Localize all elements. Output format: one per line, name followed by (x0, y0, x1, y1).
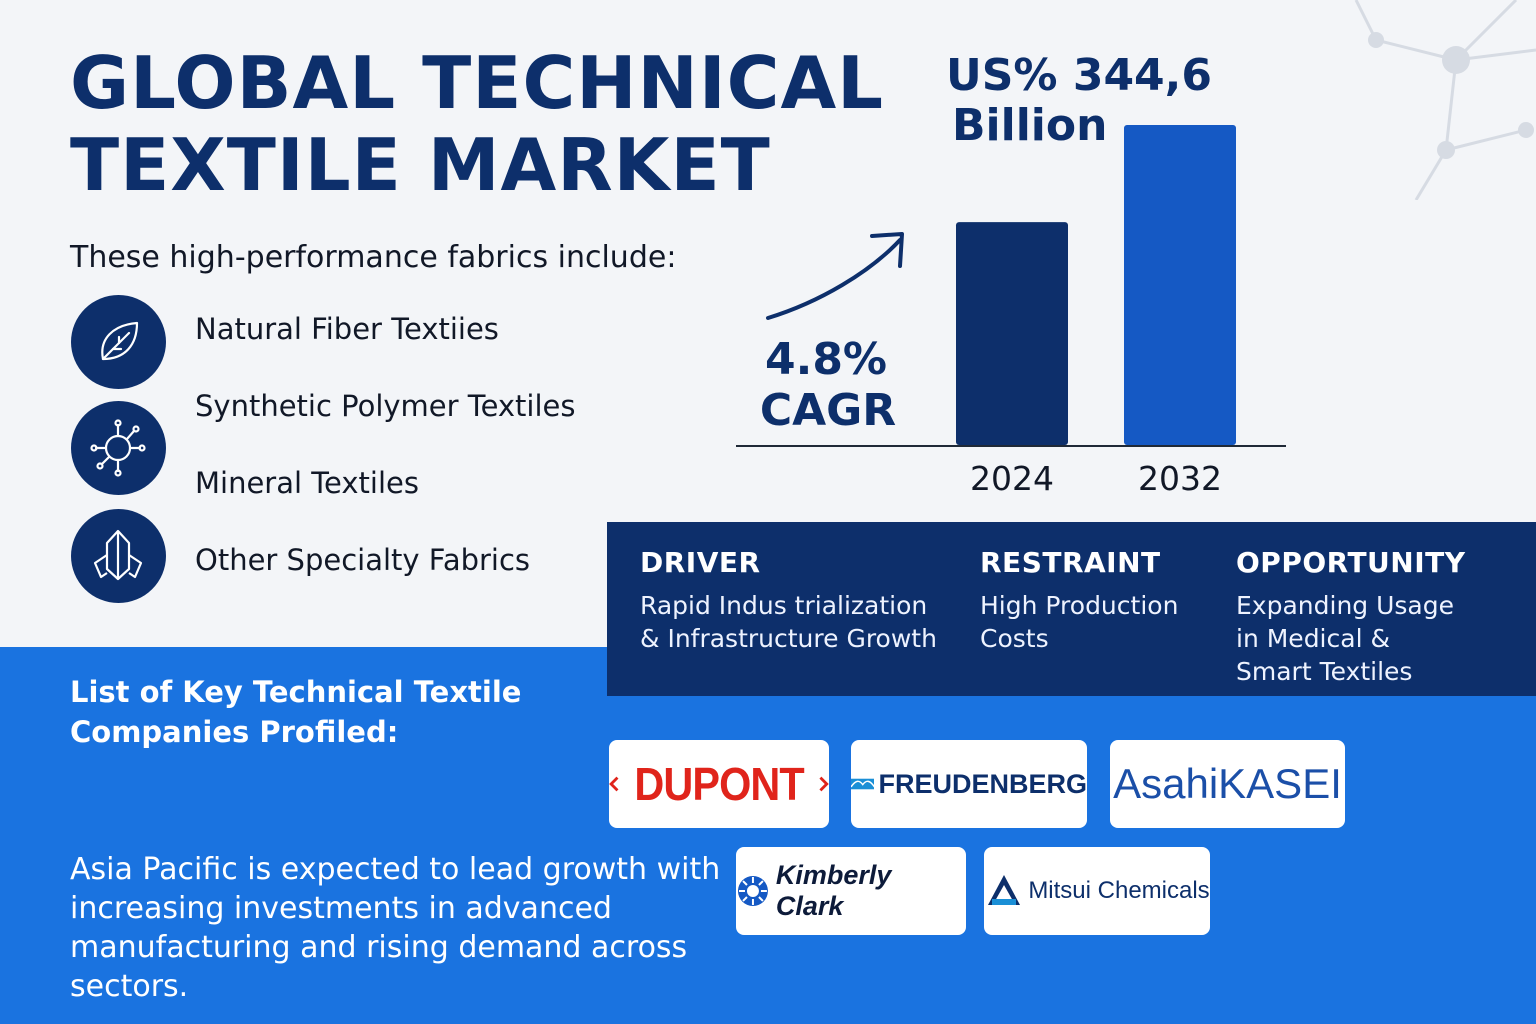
restraint-column: RESTRAINT High Production Costs (980, 546, 1178, 655)
freudenberg-logo-text: FREUDENBERG (878, 768, 1087, 799)
kimberly-clark-logo: Kimberly Clark (736, 847, 966, 935)
fabric-natural-fiber: Natural Fiber Textiies (195, 312, 499, 346)
mitsui-chemicals-logo: Mitsui Chemicals (984, 847, 1210, 935)
opportunity-column: OPPORTUNITY Expanding Usage in Medical &… (1236, 546, 1466, 688)
bar-2032 (1124, 125, 1236, 445)
dupont-oval-left-icon (609, 776, 619, 792)
opportunity-line-1: Expanding Usage (1236, 591, 1454, 620)
companies-heading: List of Key Technical Textile Companies … (70, 675, 522, 749)
molecule-icon (71, 401, 166, 495)
bar-2024 (956, 222, 1068, 445)
title-line-1: GLOBAL TECHNICAL (70, 41, 885, 125)
dupont-oval-right-icon (819, 776, 829, 792)
mitsui-chemicals-logo-text: Mitsui Chemicals (1028, 877, 1210, 904)
restraint-line-1: High Production (980, 591, 1179, 620)
freudenberg-wave-icon (851, 778, 875, 790)
driver-heading: DRIVER (640, 546, 761, 579)
dupont-logo: DUPONT (609, 740, 829, 828)
opportunity-heading: OPPORTUNITY (1236, 546, 1466, 579)
driver-line-1: Rapid Indus trialization (640, 591, 928, 620)
asahi-kasei-logo: AsahiKASEI (1110, 740, 1345, 828)
fabric-other-specialty: Other Specialty Fabrics (195, 543, 531, 577)
fabric-mineral: Mineral Textiles (195, 466, 419, 500)
kimberly-clark-logo-text: Kimberly Clark (775, 860, 892, 921)
cagr-value: 4.8% (765, 334, 887, 385)
driver-text: Rapid Indus trialization & Infrastructur… (640, 589, 937, 655)
driver-column: DRIVER Rapid Indus trialization & Infras… (640, 546, 937, 655)
x-tick-label-2032: 2032 (1138, 459, 1222, 498)
asahi-kasei-logo-text: AsahiKASEI (1113, 760, 1342, 807)
network-decoration-icon (1354, 0, 1536, 200)
opportunity-text: Expanding Usage in Medical & Smart Texti… (1236, 589, 1466, 688)
value-label-line-2: Billion (952, 100, 1107, 151)
page-title: GLOBAL TECHNICAL TEXTILE MARKET (70, 42, 884, 206)
opportunity-line-3: Smart Textiles (1236, 657, 1413, 686)
title-line-2: TEXTILE MARKET (70, 123, 771, 207)
leaf-icon (71, 295, 166, 389)
drivers-restraints-opportunities-panel: DRIVER Rapid Indus trialization & Infras… (607, 522, 1536, 696)
restraint-text: High Production Costs (980, 589, 1178, 655)
kimberly-clark-emblem-icon (737, 876, 768, 906)
growth-arrow-icon (766, 238, 902, 320)
driver-line-2: & Infrastructure Growth (640, 624, 937, 653)
blue-background-band (0, 647, 1536, 1024)
restraint-heading: RESTRAINT (980, 546, 1161, 579)
freudenberg-logo: FREUDENBERG (851, 740, 1087, 828)
mitsui-triangle-icon (988, 875, 1021, 905)
cagr-label: CAGR (760, 385, 896, 436)
value-label-line-1: US% 344,6 (946, 50, 1212, 101)
restraint-line-2: Costs (980, 624, 1049, 653)
x-tick-label-2024: 2024 (970, 459, 1054, 498)
growth-arrowhead-icon (870, 232, 904, 268)
regional-outlook-summary: Asia Pacific is expected to lead growth … (70, 852, 721, 1004)
dupont-logo-text: DUPONT (634, 758, 804, 810)
fabric-synthetic-polymer: Synthetic Polymer Textiles (195, 389, 576, 423)
opportunity-line-2: in Medical & (1236, 624, 1390, 653)
crystal-icon (71, 509, 166, 603)
fabrics-intro: These high-performance fabrics include: (70, 240, 677, 275)
